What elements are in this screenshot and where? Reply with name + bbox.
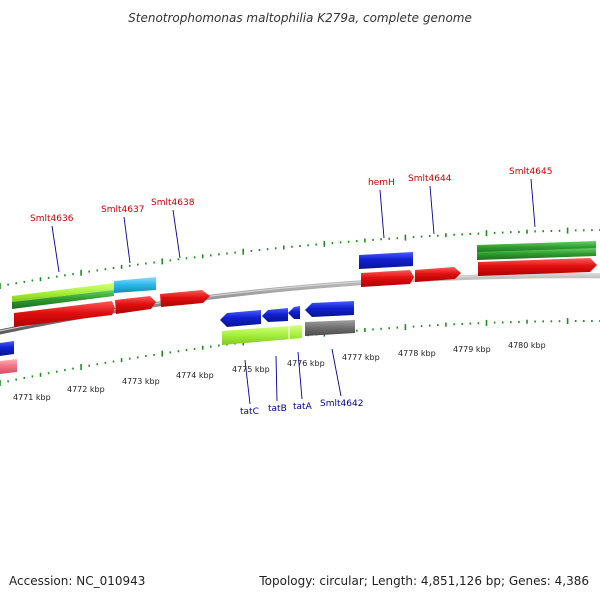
pink-feature-left-edge bbox=[0, 359, 17, 374]
scale-label: 4776 kbp bbox=[287, 359, 325, 368]
cyan-feature-bar bbox=[114, 277, 156, 293]
gene-label-bottom[interactable]: Smlt4642 bbox=[320, 399, 363, 409]
cds-arrow-smlt4644 bbox=[415, 267, 461, 282]
cds-arrow-smlt4638 bbox=[160, 290, 210, 307]
gene-label-bottom[interactable]: tatB bbox=[268, 404, 287, 414]
scale-label: 4772 kbp bbox=[67, 385, 105, 394]
leader-line bbox=[51, 225, 60, 273]
leader-line bbox=[379, 189, 385, 239]
leader-line bbox=[275, 355, 278, 402]
top-scale-ruler bbox=[0, 227, 600, 289]
cds-arrow-tatb bbox=[262, 308, 288, 322]
leader-line bbox=[123, 216, 131, 264]
leader-line bbox=[429, 185, 435, 235]
gene-label-bottom[interactable]: tatA bbox=[293, 402, 313, 412]
leader-line bbox=[244, 359, 251, 405]
map-title: Stenotrophomonas maltophilia K279a, comp… bbox=[128, 11, 472, 25]
cds-arrow-smlt4642 bbox=[305, 301, 354, 317]
scale-label: 4774 kbp bbox=[176, 371, 214, 380]
genome-summary: Topology: circular; Length: 4,851,126 bp… bbox=[259, 574, 589, 588]
gene-label-top[interactable]: Smlt4637 bbox=[101, 205, 144, 215]
blue-feature-hemh bbox=[359, 252, 413, 269]
bottom-gene-labels: tatC tatB tatA Smlt4642 bbox=[240, 348, 363, 417]
cds-arrow-tata bbox=[288, 306, 300, 319]
gene-label-top[interactable]: Smlt4638 bbox=[151, 198, 195, 208]
leader-line bbox=[331, 348, 342, 397]
top-gene-labels: Smlt4636 Smlt4637 Smlt4638 hemH Smlt4644 Smlt… bbox=[30, 167, 552, 273]
cds-arrow-smlt4636 bbox=[14, 301, 115, 327]
blue-feature-left-edge bbox=[0, 341, 14, 356]
gene-label-top[interactable]: Smlt4636 bbox=[30, 214, 74, 224]
gene-label-top[interactable]: hemH bbox=[368, 178, 395, 188]
scale-label: 4780 kbp bbox=[508, 341, 546, 350]
leader-line bbox=[297, 351, 303, 400]
gene-label-top[interactable]: Smlt4645 bbox=[509, 167, 552, 177]
cds-arrow-hemh bbox=[361, 270, 414, 287]
scale-label: 4775 kbp bbox=[232, 365, 270, 374]
accession-text: Accession: NC_010943 bbox=[9, 574, 146, 588]
gene-label-bottom[interactable]: tatC bbox=[240, 407, 259, 417]
scale-label: 4777 kbp bbox=[342, 353, 380, 362]
leader-line bbox=[172, 209, 181, 259]
scale-label: 4771 kbp bbox=[13, 393, 51, 402]
forward-features bbox=[12, 241, 597, 327]
green-feature-bar bbox=[12, 290, 114, 309]
leader-line bbox=[530, 178, 536, 228]
scale-labels: 4771 kbp 4772 kbp 4773 kbp 4774 kbp 4775 kbp… bbox=[13, 341, 546, 402]
cds-arrow-smlt4645 bbox=[478, 258, 597, 276]
scale-label: 4773 kbp bbox=[122, 377, 160, 386]
cds-arrow-tatc bbox=[220, 310, 261, 327]
scale-label: 4778 kbp bbox=[398, 349, 436, 358]
lime-feature-tat bbox=[222, 325, 302, 345]
reverse-features bbox=[0, 301, 355, 374]
lime-feature-bar bbox=[12, 283, 114, 302]
cds-arrow-smlt4637 bbox=[115, 296, 156, 314]
green-feature-smlt4645-b bbox=[477, 248, 596, 260]
gray-feature-smlt4642 bbox=[305, 320, 355, 336]
gene-label-top[interactable]: Smlt4644 bbox=[408, 174, 452, 184]
scale-label: 4779 kbp bbox=[453, 345, 491, 354]
